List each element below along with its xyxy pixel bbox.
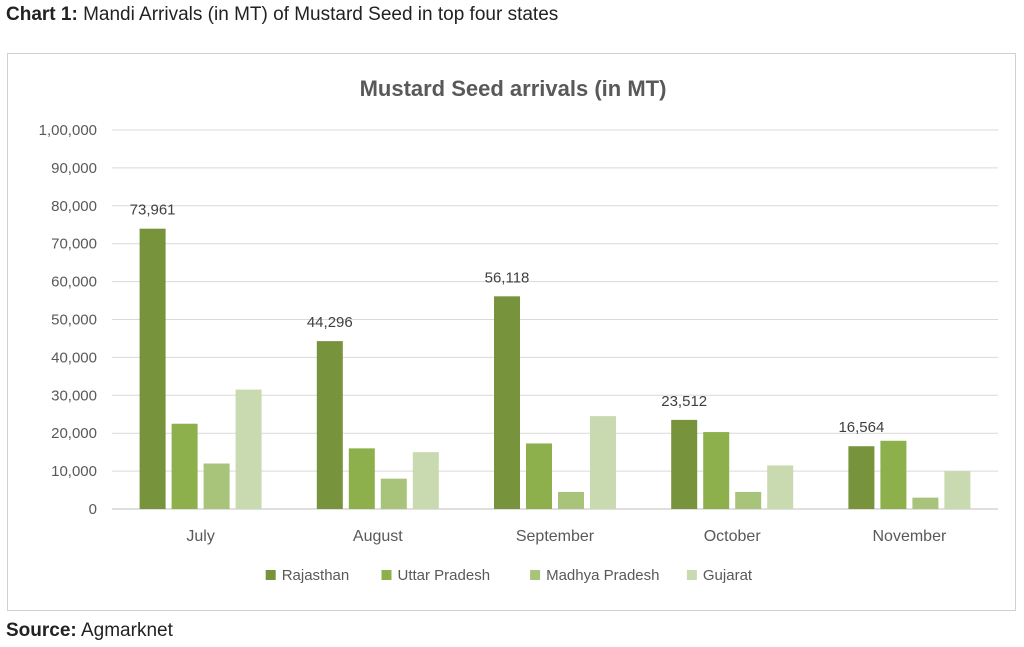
y-tick-label: 60,000 — [51, 274, 97, 291]
legend-label: Rajasthan — [282, 567, 350, 584]
source-text: Agmarknet — [76, 620, 173, 641]
y-tick-label: 90,000 — [51, 160, 97, 177]
bar-madhya-pradesh-october — [735, 491, 762, 509]
bar-rajasthan-july — [139, 228, 166, 509]
data-labels: 73,961 44,296 56,118 23,512 16,564 — [130, 202, 885, 437]
legend-label: Madhya Pradesh — [546, 567, 659, 584]
x-category-label: September — [516, 528, 595, 545]
source-note: Source: Agmarknet — [6, 618, 173, 644]
x-category-label: November — [872, 528, 946, 545]
bar-rajasthan-august — [316, 341, 343, 509]
x-category-label: July — [186, 528, 214, 545]
y-tick-label: 40,000 — [51, 349, 97, 366]
data-label: 56,118 — [485, 269, 530, 286]
bar-madhya-pradesh-november — [912, 497, 939, 509]
legend-swatch — [530, 570, 541, 580]
y-tick-label: 20,000 — [51, 425, 97, 442]
data-label: 23,512 — [661, 393, 707, 410]
chart-title: Mustard Seed arrivals (in MT) — [360, 76, 667, 101]
bar-gujarat-november — [944, 471, 971, 509]
bar-rajasthan-september — [494, 296, 520, 509]
bar-uttar-pradesh-july — [171, 423, 198, 509]
data-label: 73,961 — [130, 202, 176, 219]
caption-prefix: Chart 1: — [6, 4, 78, 25]
y-tick-label: 80,000 — [51, 198, 97, 215]
bar-madhya-pradesh-july — [203, 463, 230, 509]
legend-swatch — [686, 570, 697, 580]
bar-gujarat-august — [412, 452, 439, 509]
bar-uttar-pradesh-october — [703, 432, 730, 509]
bar-madhya-pradesh-august — [380, 478, 407, 509]
y-tick-label: 10,000 — [51, 463, 97, 480]
x-axis-categories: July August September October November — [186, 528, 947, 545]
legend-swatch — [381, 570, 392, 580]
bar-uttar-pradesh-november — [880, 440, 907, 509]
x-category-label: August — [353, 528, 403, 545]
data-label: 16,564 — [838, 419, 884, 436]
x-category-label: October — [704, 528, 762, 545]
source-prefix: Source: — [6, 620, 77, 641]
legend-label: Uttar Pradesh — [398, 567, 491, 584]
gridlines — [112, 129, 998, 510]
bar-uttar-pradesh-september — [526, 443, 552, 509]
legend: Rajasthan Uttar Pradesh Madhya Pradesh Guja… — [265, 567, 753, 584]
bar-gujarat-october — [767, 465, 794, 509]
bar-rajasthan-november — [848, 446, 875, 509]
y-tick-label: 1,00,000 — [39, 122, 97, 139]
bar-gujarat-july — [235, 389, 262, 509]
y-tick-label: 50,000 — [51, 312, 97, 329]
data-label: 44,296 — [307, 314, 353, 331]
bar-rajasthan-october — [671, 419, 698, 509]
y-tick-label: 0 — [89, 501, 97, 518]
bar-uttar-pradesh-august — [348, 448, 375, 509]
y-tick-label: 70,000 — [51, 236, 97, 253]
legend-swatch — [265, 570, 276, 580]
bar-gujarat-september — [590, 416, 616, 509]
legend-label: Gujarat — [703, 567, 753, 584]
y-tick-label: 30,000 — [51, 387, 97, 404]
bar-madhya-pradesh-september — [558, 491, 584, 509]
chart-caption: Chart 1: Mandi Arrivals (in MT) of Musta… — [6, 2, 558, 28]
bars — [139, 228, 971, 509]
caption-text: Mandi Arrivals (in MT) of Mustard Seed i… — [77, 4, 559, 25]
y-axis-ticks: 0 10,000 20,000 30,000 40,000 50,000 60,000 70,… — [39, 122, 97, 518]
